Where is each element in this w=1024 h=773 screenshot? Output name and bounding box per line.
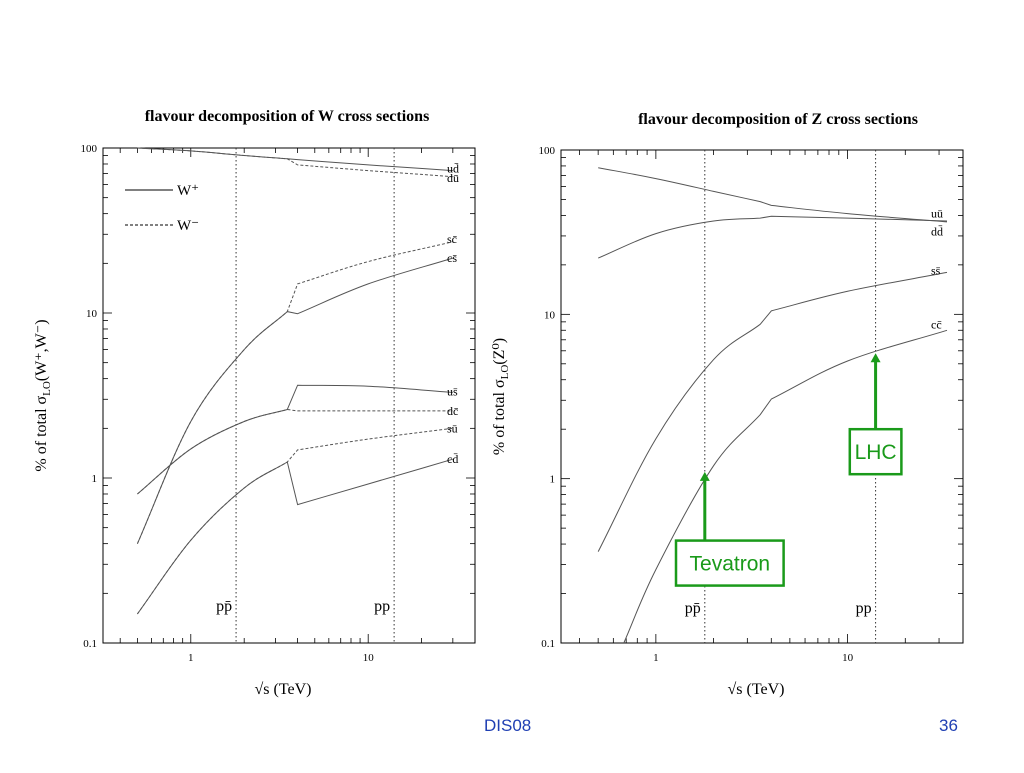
x-tick-label: 10 (842, 652, 854, 664)
annotation-label: LHC (855, 441, 897, 464)
series-curve-3 (623, 329, 948, 644)
annotation-box (674, 539, 785, 587)
series-curve-2 (597, 271, 948, 552)
annotation-tevatron: Tevatron (674, 471, 785, 587)
series-curve-0 (137, 147, 453, 172)
annotation-lhc: LHC (848, 353, 903, 476)
legend-label: W⁻ (177, 218, 199, 234)
curve-label: cd̄ (447, 452, 458, 466)
collider-label: pp (856, 600, 872, 617)
y-tick-label: 10 (86, 308, 98, 320)
footer-page-number: 36 (939, 716, 958, 735)
chart-title: flavour decomposition of W cross section… (145, 108, 430, 125)
series-curve-1 (598, 215, 948, 259)
series-curve-4 (137, 384, 453, 495)
chart-z: flavour decomposition of Z cross section… (491, 111, 964, 698)
series-curve-2 (136, 241, 453, 544)
curve-label: ud̄ (447, 162, 459, 176)
x-tick-label: 10 (363, 652, 375, 664)
y-tick-label: 0.1 (83, 638, 97, 650)
curve-label: sū (447, 421, 458, 435)
curve-label: cc̄ (931, 317, 942, 331)
y-tick-label: 100 (81, 143, 98, 155)
annotation-box (848, 427, 903, 476)
y-axis-label: % of total σLO(Z⁰) (491, 338, 511, 455)
x-tick-label: 1 (653, 652, 659, 664)
curve-label: ss̄ (931, 263, 941, 277)
series-curve-6 (136, 427, 453, 615)
x-tick-label: 1 (188, 652, 194, 664)
legend-label: W⁺ (177, 183, 199, 199)
x-axis-label: √s (TeV) (255, 681, 312, 698)
collider-label: pp̄ (216, 598, 232, 615)
series-curve-0 (598, 167, 948, 223)
x-axis-label: √s (TeV) (728, 681, 785, 698)
y-tick-label: 100 (539, 145, 556, 157)
curve-label: dc̄ (447, 404, 458, 418)
y-tick-label: 1 (92, 473, 98, 485)
y-tick-label: 0.1 (541, 638, 555, 650)
y-tick-label: 10 (544, 309, 556, 321)
series-curve-7 (136, 458, 453, 615)
annotation-arrow-head (870, 353, 881, 363)
collider-label: pp̄ (685, 600, 701, 617)
curve-label: uū (931, 207, 943, 221)
collider-label: pp (374, 598, 390, 615)
curve-label: cs̄ (447, 251, 457, 265)
curve-label: us̄ (447, 384, 458, 398)
series-curve-3 (136, 257, 453, 544)
annotation-arrow-head (699, 471, 710, 481)
y-tick-label: 1 (550, 474, 556, 486)
y-axis-label: % of total σLO(W⁺,W⁻) (33, 319, 53, 471)
curve-label: sc̄ (447, 232, 457, 246)
annotation-label: Tevatron (690, 553, 771, 576)
series-curve-1 (137, 147, 453, 178)
plot-frame (560, 149, 964, 644)
chart-title: flavour decomposition of Z cross section… (638, 111, 918, 128)
plot-frame (102, 147, 476, 644)
chart-w: flavour decomposition of W cross section… (33, 108, 476, 698)
curve-label: dd̄ (931, 224, 943, 238)
footer-event-label: DIS08 (484, 716, 532, 735)
curve-label: dū (447, 171, 459, 185)
series-curve-5 (137, 408, 453, 495)
